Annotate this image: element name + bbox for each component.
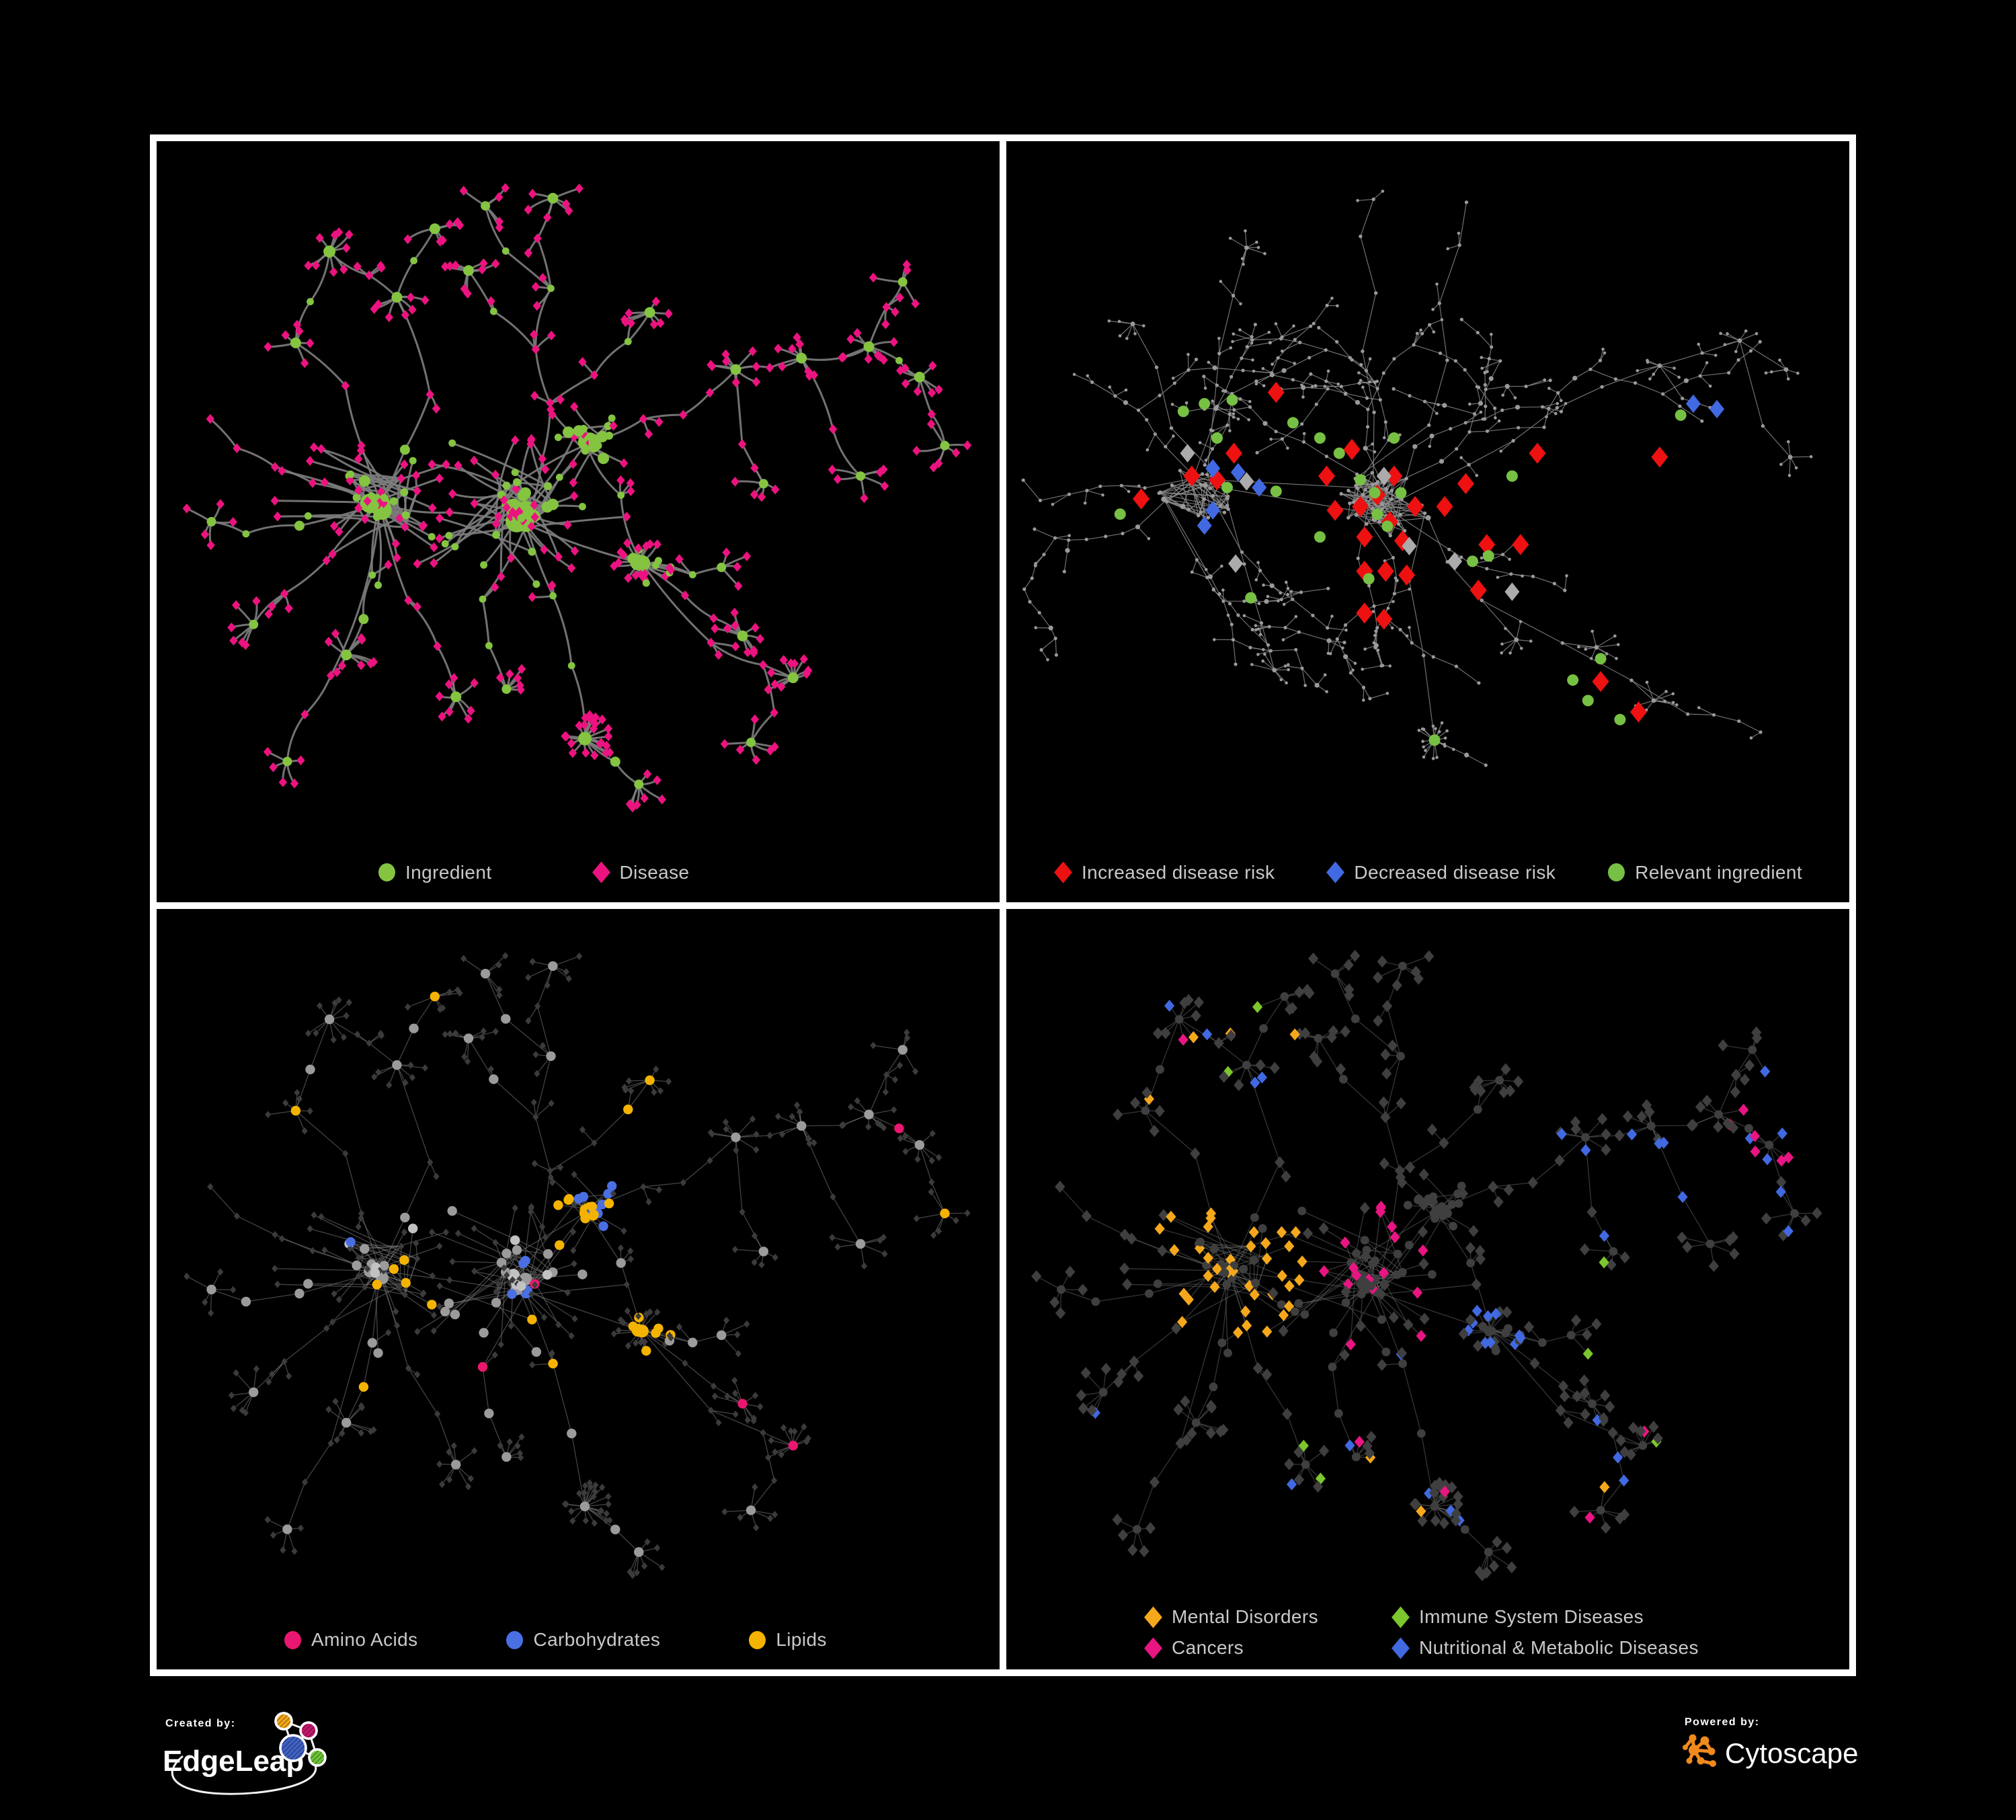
created-by-label: Created by: (165, 1718, 236, 1729)
network-nutrient-categories (184, 951, 971, 1579)
legend-disease-categories: Mental Disorders Immune System Diseases … (1144, 1606, 1699, 1659)
cytoscape-brand-text: Cytoscape (1725, 1737, 1858, 1769)
legend-ingredient-disease: Ingredient Disease (157, 861, 1000, 883)
network-disease-categories (1031, 949, 1822, 1581)
legend-item: Increased disease risk (1054, 861, 1275, 883)
network-disease-risk (1021, 190, 1813, 767)
panel-disease-categories: Mental Disorders Immune System Diseases … (1006, 908, 1849, 1669)
powered-by-label: Powered by: (1685, 1716, 1760, 1728)
edgeleap-logo-graphic: Created by: EdgeLeap (163, 1712, 327, 1795)
legend-label: Immune System Diseases (1419, 1606, 1644, 1627)
legend-item: Ingredient (378, 862, 492, 883)
carbohydrates-circle-icon (506, 1630, 524, 1649)
legend-label: Lipids (776, 1629, 827, 1650)
edgeleap-network-nodes (274, 1712, 327, 1767)
legend-disease-risk: Increased disease risk Decreased disease… (1006, 861, 1849, 883)
edgeleap-swoosh (171, 1755, 317, 1795)
lipids-circle-icon (749, 1630, 766, 1649)
legend-label: Mental Disorders (1172, 1606, 1319, 1627)
legend-label: Decreased disease risk (1354, 861, 1556, 883)
legend-item: Decreased disease risk (1326, 861, 1556, 883)
legend-item: Relevant ingredient (1608, 862, 1802, 883)
immune-diseases-diamond-icon (1392, 1606, 1410, 1628)
cytoscape-logo-graphic: Powered by: Cytoscape (1683, 1716, 1858, 1769)
legend-item: Immune System Diseases (1392, 1606, 1699, 1628)
legend-item: Disease (592, 861, 690, 883)
panel-grid: Ingredient Disease Increased disease ris… (150, 134, 1856, 1676)
relevant-ingredient-circle-icon (1608, 863, 1625, 881)
legend-label: Amino Acids (311, 1629, 418, 1650)
nutritional-diseases-diamond-icon (1392, 1636, 1410, 1659)
legend-item: Nutritional & Metabolic Diseases (1392, 1636, 1699, 1659)
legend-label: Nutritional & Metabolic Diseases (1419, 1637, 1699, 1658)
cytoscape-logo: Powered by: Cytoscape (1678, 1709, 1893, 1786)
decreased-risk-diamond-icon (1326, 861, 1345, 883)
mental-disorders-diamond-icon (1144, 1606, 1162, 1628)
ingredient-circle-icon (378, 863, 395, 881)
amino-acids-circle-icon (284, 1630, 301, 1649)
legend-label: Increased disease risk (1082, 861, 1275, 883)
panel-nutrient-categories: Amino Acids Carbohydrates Lipids (157, 908, 1000, 1669)
legend-label: Carbohydrates (533, 1629, 661, 1650)
panel-ingredient-disease: Ingredient Disease (157, 141, 1000, 902)
panel-disease-risk: Increased disease risk Decreased disease… (1006, 141, 1849, 902)
legend-label: Relevant ingredient (1635, 861, 1803, 883)
legend-item: Amino Acids (284, 1629, 417, 1651)
legend-item: Cancers (1144, 1636, 1392, 1659)
network-ingredient-disease (182, 183, 972, 813)
increased-risk-diamond-icon (1054, 861, 1072, 883)
cancers-diamond-icon (1144, 1636, 1162, 1659)
legend-item: Lipids (749, 1629, 827, 1651)
legend-label: Disease (619, 861, 690, 883)
legend-nutrient-categories: Amino Acids Carbohydrates Lipids (157, 1629, 1000, 1651)
cytoscape-icon (1683, 1734, 1716, 1767)
disease-diamond-icon (592, 861, 610, 883)
edgeleap-logo: Created by: EdgeLeap (160, 1709, 362, 1807)
legend-item: Mental Disorders (1144, 1606, 1392, 1628)
legend-item: Carbohydrates (506, 1629, 660, 1651)
legend-label: Cancers (1172, 1637, 1244, 1658)
legend-label: Ingredient (405, 861, 492, 883)
